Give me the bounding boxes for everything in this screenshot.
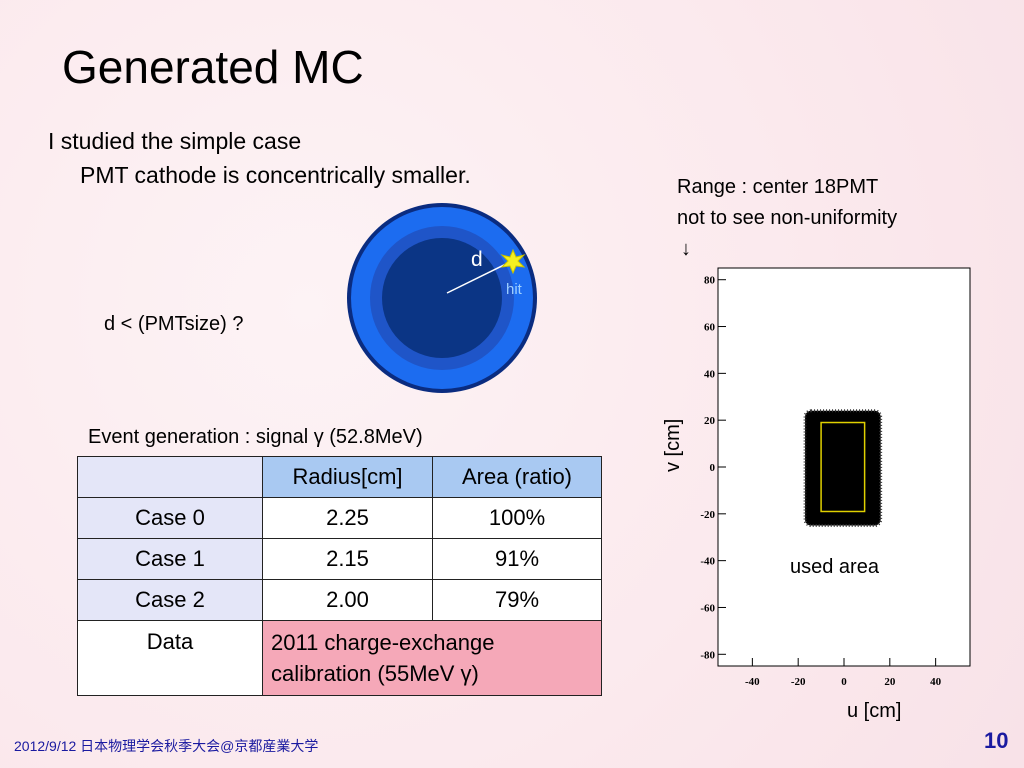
y-tick-label: 20 bbox=[704, 415, 716, 427]
y-tick-label: 60 bbox=[704, 322, 716, 334]
plot-annotation: used area bbox=[790, 556, 879, 578]
range-note: not to see non-uniformity bbox=[677, 207, 898, 229]
y-tick-label: 0 bbox=[710, 462, 716, 474]
pmt-cathode bbox=[382, 238, 502, 358]
x-tick-label: -20 bbox=[791, 676, 806, 688]
table-cell: Data bbox=[77, 620, 263, 696]
d-label: d bbox=[471, 248, 483, 271]
table-header: Area (ratio) bbox=[432, 456, 602, 498]
x-tick-label: 40 bbox=[930, 676, 942, 688]
table-cell: 100% bbox=[432, 497, 602, 539]
distance-line bbox=[446, 261, 511, 294]
y-tick-label: -40 bbox=[700, 556, 715, 568]
scatter-plot: -40 -20 0 20 40 -80 -60 -40 -20 0 20 40 60 80 bbox=[700, 267, 971, 688]
table-cell: Case 2 bbox=[77, 579, 263, 621]
y-tick-label: -60 bbox=[700, 602, 715, 614]
hit-label: hit bbox=[506, 281, 523, 298]
y-tick-label: 40 bbox=[704, 368, 716, 380]
y-axis-label: v [cm] bbox=[662, 418, 684, 472]
x-tick-label: -40 bbox=[745, 676, 760, 688]
y-tick-label: 80 bbox=[704, 275, 716, 287]
table-cell: 91% bbox=[432, 538, 602, 580]
y-tick-label: -80 bbox=[700, 649, 715, 661]
used-area bbox=[820, 421, 866, 513]
pmt-diagram: d hit bbox=[347, 203, 537, 393]
table-cell: 2011 charge-exchange calibration (55MeV … bbox=[262, 620, 602, 696]
table-cell: 2.25 bbox=[262, 497, 433, 539]
x-tick-label: 0 bbox=[841, 676, 847, 688]
y-tick-label: -20 bbox=[700, 509, 715, 521]
x-axis-label: u [cm] bbox=[847, 700, 902, 722]
page-number: 10 bbox=[984, 728, 1009, 753]
intro-line: PMT cathode is concentrically smaller. bbox=[80, 162, 471, 188]
table-cell: 2.00 bbox=[262, 579, 433, 621]
event-region bbox=[803, 409, 883, 528]
event-generation: Event generation : signal γ (52.8MeV) bbox=[88, 426, 423, 448]
hit-star bbox=[500, 248, 526, 275]
table-header: Radius[cm] bbox=[262, 456, 433, 498]
range-arrow: ↓ bbox=[681, 238, 691, 260]
slide-title: Generated MC bbox=[62, 41, 364, 93]
intro-line: I studied the simple case bbox=[48, 128, 302, 154]
case-table: Radius[cm] Area (ratio) Case 0 2.25 100%… bbox=[77, 456, 602, 696]
footer-date: 2012/9/12 日本物理学会秋季大会@京都産業大学 bbox=[14, 738, 319, 754]
x-tick-label: 20 bbox=[884, 676, 896, 688]
range-note: Range : center 18PMT bbox=[677, 176, 879, 198]
table-cell: Case 0 bbox=[77, 497, 263, 539]
table-cell bbox=[77, 456, 263, 498]
table-cell: 2.15 bbox=[262, 538, 433, 580]
condition: d < (PMTsize) ? bbox=[104, 313, 244, 335]
table-cell: 79% bbox=[432, 579, 602, 621]
table-cell: Case 1 bbox=[77, 538, 263, 580]
